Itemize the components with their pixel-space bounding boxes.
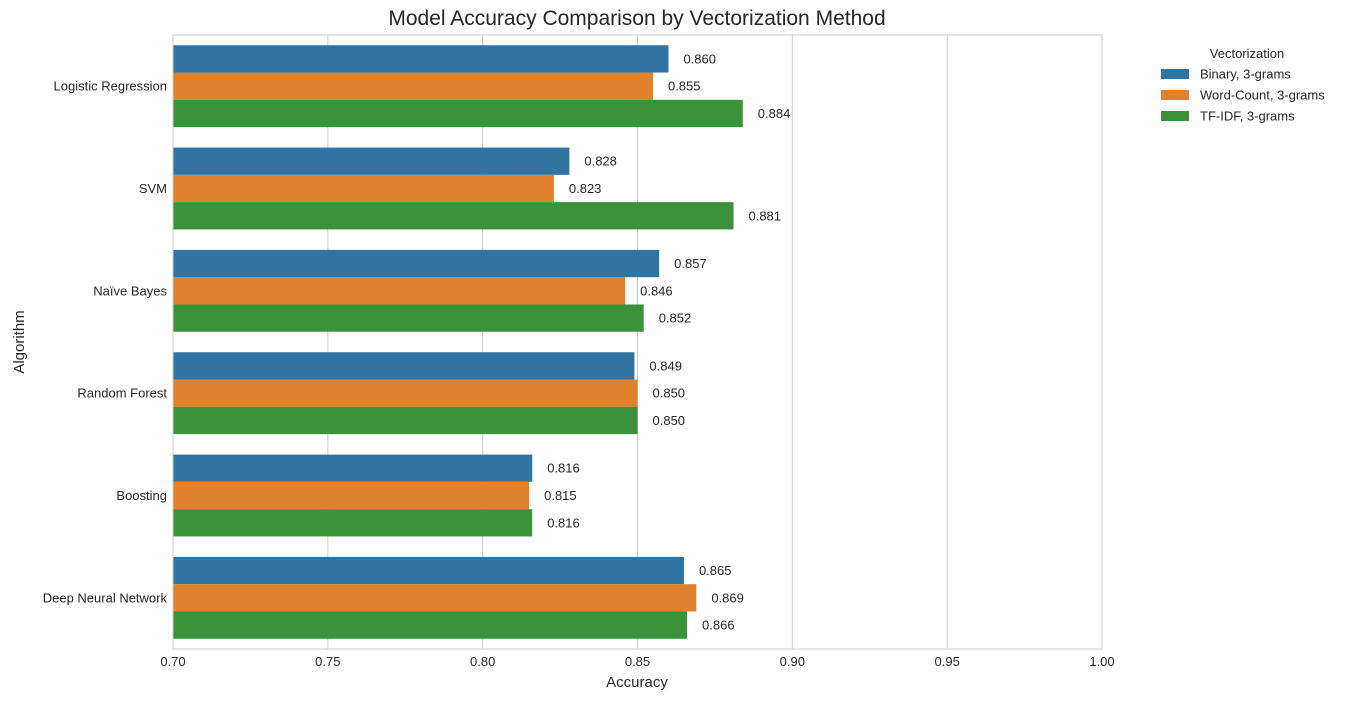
- legend-swatch: [1161, 90, 1189, 100]
- category-label: Logistic Regression: [54, 79, 167, 94]
- bar-value-label: 0.823: [569, 181, 602, 196]
- bar: [173, 556, 684, 585]
- bar: [173, 99, 743, 128]
- legend-title: Vectorization: [1210, 46, 1284, 61]
- bar-value-label: 0.869: [711, 590, 744, 605]
- legend: Vectorization Binary, 3-grams Word-Count,…: [1161, 46, 1325, 124]
- bar-value-label: 0.881: [748, 208, 781, 223]
- bar-value-label: 0.857: [674, 256, 707, 271]
- bar: [173, 147, 570, 175]
- y-axis-label: Algorithm: [11, 310, 28, 373]
- bars: [173, 45, 743, 639]
- bar-value-label: 0.816: [547, 515, 580, 530]
- bar: [173, 454, 533, 482]
- category-label: Boosting: [116, 488, 167, 503]
- bar: [173, 379, 638, 407]
- bar: [173, 406, 638, 435]
- x-tick-label: 0.80: [470, 654, 495, 669]
- bar: [173, 249, 660, 278]
- bar: [173, 174, 554, 203]
- bar-value-label: 0.860: [683, 51, 716, 66]
- legend-label: Binary, 3-grams: [1200, 67, 1291, 82]
- bar: [173, 202, 734, 230]
- bar: [173, 304, 644, 332]
- bar: [173, 277, 626, 305]
- bar: [173, 72, 653, 100]
- x-tick-labels: 0.70 0.75 0.80 0.85 0.90 0.95 1.00: [160, 654, 1114, 669]
- legend-swatch: [1161, 111, 1189, 121]
- bar-value-label: 0.850: [653, 413, 686, 428]
- legend-swatch: [1161, 69, 1189, 79]
- y-category-labels: Logistic Regression SVM Naïve Bayes Random …: [43, 79, 168, 606]
- bar-value-label: 0.850: [653, 386, 686, 401]
- x-tick-label: 0.75: [315, 654, 340, 669]
- category-label: Naïve Bayes: [93, 283, 167, 298]
- bar-value-label: 0.865: [699, 563, 732, 578]
- legend-label: TF-IDF, 3-grams: [1200, 109, 1295, 124]
- bar: [173, 45, 669, 73]
- bar-value-label: 0.855: [668, 79, 701, 94]
- bar-value-label: 0.866: [702, 618, 735, 633]
- bar: [173, 611, 688, 639]
- bar: [173, 509, 533, 537]
- bar-value-label: 0.849: [649, 358, 682, 373]
- bar-value-label: 0.846: [640, 283, 673, 298]
- chart-title: Model Accuracy Comparison by Vectorizati…: [388, 7, 885, 30]
- bar: [173, 481, 530, 510]
- legend-items: Binary, 3-grams Word-Count, 3-grams TF-IDF…: [1161, 67, 1325, 124]
- category-label: SVM: [139, 181, 167, 196]
- x-axis-label: Accuracy: [606, 674, 668, 691]
- category-label: Deep Neural Network: [43, 590, 168, 605]
- bar: [173, 584, 697, 612]
- value-labels: 0.860 0.855 0.884 0.828 0.823 0.881 0.8570.846…: [544, 51, 790, 632]
- bar-value-label: 0.815: [544, 488, 577, 503]
- bar-value-label: 0.852: [659, 311, 692, 326]
- bar-value-label: 0.816: [547, 461, 580, 476]
- x-tick-label: 0.90: [780, 654, 805, 669]
- x-tick-label: 1.00: [1089, 654, 1114, 669]
- bar: [173, 352, 635, 380]
- bar-value-label: 0.884: [758, 106, 791, 121]
- category-label: Random Forest: [77, 386, 167, 401]
- x-tick-label: 0.70: [160, 654, 185, 669]
- bar-value-label: 0.828: [584, 154, 617, 169]
- plot-frame: [172, 34, 1103, 650]
- x-tick-label: 0.95: [935, 654, 960, 669]
- x-tick-label: 0.85: [625, 654, 650, 669]
- legend-label: Word-Count, 3-grams: [1200, 88, 1325, 103]
